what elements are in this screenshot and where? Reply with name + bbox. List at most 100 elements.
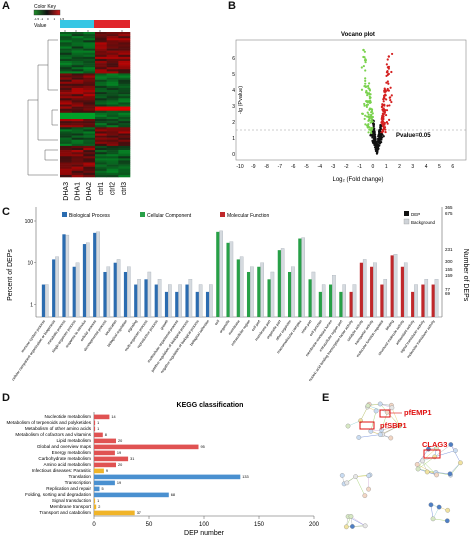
go-bar-dep <box>72 266 76 317</box>
volcano-point <box>364 123 367 126</box>
heatmap-cell <box>60 148 72 151</box>
kegg-bar <box>94 438 116 444</box>
volcano-x-tick: -4 <box>318 164 323 170</box>
heatmap-cell <box>106 121 119 124</box>
heatmap-cell <box>95 94 107 97</box>
heatmap-cell <box>118 150 131 153</box>
heatmap-cell <box>106 104 119 107</box>
heatmap-cell <box>95 166 107 170</box>
heatmap-cell <box>71 148 84 151</box>
heatmap-cell <box>106 102 119 105</box>
go-bar-background <box>106 266 111 318</box>
heatmap-cell <box>106 141 119 145</box>
go-category-label: growth <box>160 319 169 330</box>
volcano-point <box>385 81 388 84</box>
kegg-category-label: Transport and catabolism <box>39 510 91 515</box>
kegg-category-label: Membrane transport <box>50 504 92 509</box>
heatmap-cell <box>95 156 107 159</box>
volcano-point <box>385 109 389 112</box>
heatmap-cell <box>95 108 107 112</box>
heatmap-cell <box>95 40 107 43</box>
heatmap-cell <box>118 44 131 47</box>
kegg-category-label: Energy metabolism <box>52 450 91 455</box>
heatmap-cell <box>118 162 131 165</box>
volcano-point <box>361 112 364 115</box>
heatmap-cell <box>60 90 72 93</box>
volcano-point <box>387 72 390 76</box>
network-edge <box>430 504 434 519</box>
network-edge <box>381 412 388 431</box>
heatmap-cell <box>83 137 96 141</box>
heatmap-cell <box>106 143 119 147</box>
heatmap-cell <box>60 54 72 58</box>
volcano-point <box>368 88 371 91</box>
heatmap-cell <box>118 46 131 49</box>
volcano-point <box>384 130 387 134</box>
heatmap-cell <box>106 139 119 143</box>
heatmap-cell <box>60 129 72 132</box>
kegg-bar <box>94 444 199 450</box>
go-bar-background <box>280 248 285 318</box>
heatmap-cell <box>118 36 131 39</box>
heatmap-cell <box>60 75 72 78</box>
heatmap-cell <box>106 46 119 49</box>
heatmap-cell <box>71 168 84 172</box>
volcano-point <box>367 92 371 95</box>
heatmap-cell <box>118 61 131 64</box>
heatmap-cell <box>83 162 96 165</box>
heatmap-cell <box>118 116 131 120</box>
volcano-point <box>370 116 373 120</box>
network-node <box>445 507 451 513</box>
panel-label-b: B <box>228 0 236 12</box>
go-bar-dep <box>318 291 323 317</box>
heatmap-cell <box>83 67 96 70</box>
network-edge <box>387 412 400 426</box>
heatmap-cell <box>106 150 119 153</box>
heatmap-cell <box>106 65 119 68</box>
heatmap-cell <box>83 63 96 66</box>
volcano-point <box>367 84 370 88</box>
heatmap-cell <box>95 92 107 95</box>
volcano-point <box>365 85 368 88</box>
volcano-point <box>383 97 386 100</box>
pfemp1-label: pfEMP1 <box>404 408 432 417</box>
heatmap-cell <box>118 71 131 74</box>
go-ylabel-left: Percent of DEPs <box>7 249 14 301</box>
legend-label-bp: Biological Process <box>69 213 110 219</box>
heatmap-cell <box>95 141 107 145</box>
go-bar-background <box>86 242 90 318</box>
go-bar-dep <box>400 266 405 317</box>
go-bar-dep <box>134 284 138 317</box>
heatmap-cell <box>95 38 107 41</box>
heatmap-cell <box>118 131 131 134</box>
go-bar-background <box>65 234 70 318</box>
heatmap-cell <box>118 56 131 60</box>
heatmap-cell <box>118 34 131 37</box>
heatmap-cell <box>71 152 84 155</box>
heatmap-cell <box>83 133 96 136</box>
volcano-point <box>381 112 384 115</box>
heatmap-cell <box>83 125 96 128</box>
go-bar-background <box>342 284 346 318</box>
heatmap-cell <box>83 92 96 95</box>
heatmap-cell <box>95 110 107 114</box>
heatmap-cell <box>83 166 96 170</box>
kegg-x-tick: 150 <box>254 522 265 528</box>
heatmap-cell <box>106 131 119 134</box>
heatmap-cell <box>60 71 72 74</box>
heatmap-cell <box>60 83 72 87</box>
heatmap-cell <box>118 123 131 126</box>
kegg-category-label: Folding, sorting and degradation <box>25 492 91 497</box>
heatmap-cell <box>71 141 84 145</box>
heatmap-cell <box>106 125 119 128</box>
go-bar-background <box>301 237 305 318</box>
heatmap-cell <box>60 40 72 43</box>
volcano-point <box>387 55 390 58</box>
volcano-point <box>390 52 394 56</box>
heatmap-cell <box>106 152 119 155</box>
volcano-point <box>370 131 373 135</box>
heatmap-cell <box>83 110 96 114</box>
volcano-point <box>382 110 385 113</box>
heatmap-cell <box>60 94 72 97</box>
network-edge <box>350 516 366 526</box>
